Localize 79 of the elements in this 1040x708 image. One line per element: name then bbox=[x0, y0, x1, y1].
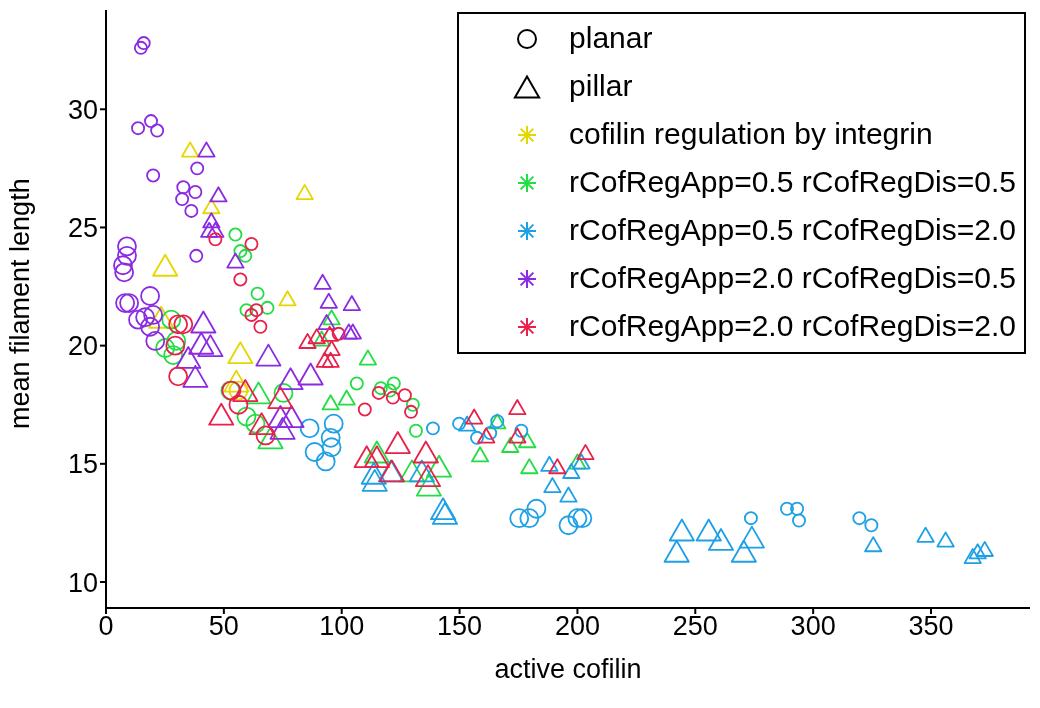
point bbox=[358, 349, 377, 366]
y-tick-label: 30 bbox=[67, 94, 98, 125]
point bbox=[408, 423, 423, 438]
point bbox=[233, 272, 248, 287]
point bbox=[260, 300, 275, 315]
x-tick-label: 300 bbox=[790, 611, 836, 642]
point bbox=[244, 307, 259, 322]
point bbox=[206, 221, 225, 238]
y-axis-title: mean filament length bbox=[4, 178, 35, 429]
point bbox=[233, 244, 248, 259]
legend-label: rCofRegApp=2.0 rCofRegDis=0.5 bbox=[569, 261, 1016, 295]
point bbox=[357, 402, 372, 417]
point bbox=[250, 286, 265, 301]
x-tick-label: 200 bbox=[554, 611, 600, 642]
point bbox=[315, 351, 334, 368]
point bbox=[307, 328, 326, 345]
point bbox=[349, 376, 364, 391]
point bbox=[208, 232, 223, 247]
point bbox=[508, 427, 527, 444]
point bbox=[253, 319, 268, 334]
point bbox=[373, 381, 388, 396]
point bbox=[320, 325, 339, 342]
point bbox=[386, 376, 401, 391]
point bbox=[319, 292, 338, 309]
point bbox=[228, 227, 243, 242]
point bbox=[548, 458, 567, 475]
point bbox=[322, 340, 341, 356]
legend-label: pillar bbox=[569, 69, 633, 103]
point bbox=[244, 237, 259, 251]
point bbox=[477, 427, 496, 444]
point bbox=[197, 141, 216, 158]
x-tick-label: 250 bbox=[672, 611, 718, 642]
y-tick-label: 10 bbox=[67, 567, 98, 598]
point bbox=[249, 303, 264, 318]
y-tick-label: 25 bbox=[67, 213, 98, 244]
legend-label: rCofRegApp=0.5 rCofRegDis=0.5 bbox=[569, 165, 1016, 199]
legend-label: rCofRegApp=2.0 rCofRegDis=2.0 bbox=[569, 309, 1016, 343]
point bbox=[321, 351, 340, 368]
point bbox=[576, 444, 595, 460]
x-axis-title: active cofilin bbox=[494, 654, 642, 684]
point bbox=[322, 309, 341, 326]
point bbox=[343, 323, 362, 340]
x-tick-label: 0 bbox=[98, 611, 114, 642]
point bbox=[298, 332, 317, 349]
x-tick-label: 350 bbox=[908, 611, 954, 642]
y-tick-label: 20 bbox=[67, 331, 98, 362]
point bbox=[202, 212, 221, 229]
point bbox=[342, 295, 361, 312]
point bbox=[226, 252, 245, 269]
point bbox=[520, 458, 539, 475]
legend-label: planar bbox=[569, 21, 653, 55]
point bbox=[518, 432, 537, 449]
y-tick-label: 15 bbox=[67, 449, 98, 480]
legend-label: cofilin regulation by integrin bbox=[569, 117, 933, 151]
point bbox=[371, 385, 386, 400]
point bbox=[501, 436, 520, 453]
point bbox=[471, 446, 490, 463]
point bbox=[337, 389, 356, 406]
point bbox=[385, 390, 400, 405]
x-tick-label: 150 bbox=[437, 611, 483, 642]
point bbox=[313, 273, 332, 290]
point bbox=[312, 330, 331, 347]
x-tick-label: 50 bbox=[208, 611, 239, 642]
point bbox=[321, 394, 340, 411]
point bbox=[404, 404, 418, 419]
point bbox=[465, 408, 484, 425]
point bbox=[382, 383, 397, 398]
point bbox=[200, 221, 219, 238]
point bbox=[508, 399, 527, 416]
point bbox=[339, 323, 358, 340]
point bbox=[239, 303, 254, 318]
legend-label: rCofRegApp=0.5 rCofRegDis=2.0 bbox=[569, 213, 1016, 247]
x-tick-label: 100 bbox=[319, 611, 365, 642]
point bbox=[331, 326, 346, 341]
point bbox=[405, 397, 420, 412]
point bbox=[238, 248, 253, 263]
point bbox=[317, 314, 336, 330]
point bbox=[209, 186, 228, 203]
point bbox=[397, 388, 412, 403]
